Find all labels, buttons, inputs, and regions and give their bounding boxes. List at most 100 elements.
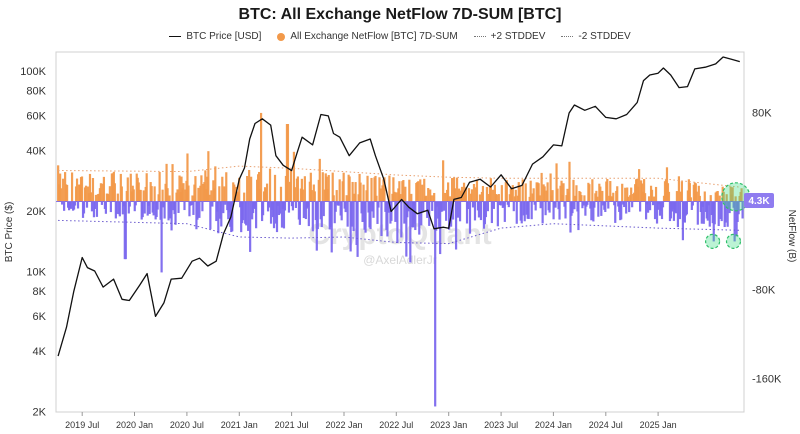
- netflow-bar: [408, 179, 411, 202]
- axes: 100K 80K 60K 40K 20K 10K 8K 6K 4K 2K 80K -80K -160K 2…: [20, 66, 782, 430]
- netflow-bar: [296, 176, 299, 202]
- legend-item-upper-band[interactable]: +2 STDDEV: [473, 31, 545, 42]
- netflow-bar: [375, 195, 378, 202]
- netflow-bar: [63, 201, 66, 211]
- netflow-bar: [562, 183, 565, 202]
- netflow-bar: [224, 201, 227, 205]
- netflow-bar: [410, 193, 413, 202]
- chart-title: BTC: All Exchange NetFlow 7D-SUM [BTC]: [238, 6, 562, 23]
- netflow-bar: [451, 201, 455, 220]
- x-tick-label: 2023 Jul: [484, 420, 518, 430]
- netflow-bar: [468, 201, 472, 234]
- netflow-bar: [62, 178, 65, 202]
- netflow-bar: [303, 176, 306, 202]
- netflow-bar: [627, 196, 630, 202]
- netflow-bar: [442, 160, 445, 202]
- netflow-bar: [243, 192, 246, 202]
- netflow-bar: [644, 201, 648, 220]
- netflow-bar: [698, 195, 701, 202]
- netflow-bar: [258, 171, 261, 202]
- netflow-bar: [187, 185, 190, 202]
- netflow-bar: [369, 201, 372, 230]
- netflow-bar: [399, 194, 402, 202]
- watermark-brand: CryptoQuant: [308, 218, 491, 251]
- netflow-bar: [464, 187, 468, 202]
- netflow-bar: [697, 185, 700, 202]
- x-tick-label: 2025 Jan: [640, 420, 677, 430]
- netflow-bar: [331, 172, 334, 202]
- netflow-bar: [430, 195, 433, 202]
- lower-stddev-line: [58, 219, 740, 245]
- netflow-bar: [352, 201, 355, 232]
- netflow-bar: [583, 195, 586, 202]
- netflow-bar: [479, 201, 483, 221]
- legend-item-lower-band[interactable]: -2 STDDEV: [561, 31, 631, 42]
- netflow-bar: [717, 201, 720, 227]
- netflow-bar: [118, 201, 121, 217]
- netflow-bar: [160, 201, 163, 273]
- netflow-bar: [177, 201, 180, 213]
- right-tick-label: -80K: [752, 285, 776, 297]
- netflow-bar: [423, 178, 426, 202]
- netflow-bar: [422, 201, 425, 213]
- netflow-bar: [392, 177, 395, 202]
- netflow-bar: [201, 201, 204, 212]
- netflow-bar: [94, 194, 98, 202]
- netflow-bar: [706, 201, 709, 221]
- netflow-bar: [380, 201, 383, 237]
- netflow-bar: [421, 184, 424, 202]
- netflow-bar: [709, 195, 712, 202]
- netflow-bar: [366, 175, 369, 202]
- netflow-bar: [218, 186, 221, 202]
- netflow-bar: [197, 187, 200, 202]
- netflow-bar: [532, 188, 535, 202]
- netflow-bar: [376, 201, 379, 224]
- netflow-bar: [186, 153, 189, 202]
- netflow-bar: [685, 201, 688, 215]
- netflow-bar: [434, 201, 437, 407]
- left-tick-label: 2K: [33, 407, 47, 419]
- netflow-bar: [76, 201, 80, 209]
- netflow-bar: [495, 194, 498, 202]
- netflow-bar: [404, 186, 407, 202]
- netflow-bar: [544, 201, 547, 216]
- netflow-bar: [677, 176, 681, 202]
- netflow-bar: [210, 190, 213, 202]
- netflow-bar: [272, 201, 276, 229]
- netflow-bar: [540, 172, 543, 202]
- netflow-bar: [453, 188, 457, 202]
- netflow-bar: [639, 201, 642, 212]
- netflow-bar: [514, 189, 517, 202]
- std-bands: [58, 165, 740, 245]
- netflow-bar: [267, 201, 271, 208]
- netflow-bar: [142, 190, 145, 202]
- netflow-bar: [485, 187, 489, 202]
- netflow-bar: [654, 186, 658, 202]
- netflow-bar: [503, 201, 506, 222]
- netflow-bar: [425, 195, 428, 202]
- netflow-bar: [238, 177, 241, 202]
- x-tick-label: 2020 Jul: [170, 420, 204, 430]
- netflow-bar: [396, 201, 399, 243]
- badge-bg: [744, 193, 774, 208]
- netflow-bar: [538, 195, 541, 202]
- right-tick-label: -160K: [752, 373, 782, 385]
- netflow-bar: [675, 191, 679, 202]
- netflow-bar: [278, 201, 282, 214]
- badge-text: 4.3K: [748, 196, 770, 207]
- price-line: [57, 56, 740, 357]
- netflow-bar: [625, 201, 628, 214]
- legend-item-netflow[interactable]: All Exchange NetFlow [BTC] 7D-SUM: [277, 31, 458, 42]
- netflow-bar: [313, 191, 316, 202]
- netflow-bar: [330, 201, 333, 253]
- netflow-bar: [543, 186, 546, 202]
- netflow-bar: [471, 201, 475, 208]
- netflow-bar: [222, 201, 225, 214]
- legend-item-price[interactable]: BTC Price [USD]: [169, 31, 261, 42]
- netflow-bar: [524, 183, 527, 202]
- netflow-bar: [529, 180, 532, 202]
- outflow-highlight-circle: [725, 233, 742, 249]
- netflow-bar: [372, 201, 375, 218]
- netflow-bar: [269, 201, 273, 224]
- netflow-bar: [170, 201, 173, 231]
